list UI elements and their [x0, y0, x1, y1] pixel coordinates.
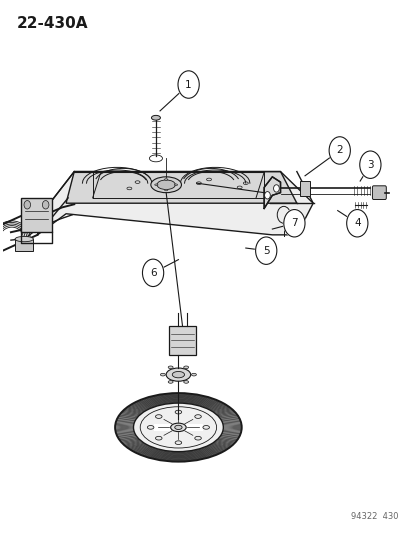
Circle shape: [328, 136, 350, 165]
Ellipse shape: [151, 115, 160, 120]
Ellipse shape: [150, 177, 181, 192]
FancyBboxPatch shape: [21, 198, 52, 232]
Circle shape: [264, 191, 270, 199]
Ellipse shape: [175, 410, 181, 414]
Text: 2: 2: [336, 146, 342, 156]
Polygon shape: [263, 177, 280, 208]
Ellipse shape: [194, 437, 201, 440]
Circle shape: [282, 208, 305, 238]
Ellipse shape: [168, 366, 173, 369]
FancyBboxPatch shape: [169, 326, 195, 355]
Circle shape: [345, 208, 368, 238]
Circle shape: [141, 258, 164, 288]
Ellipse shape: [175, 441, 181, 445]
Circle shape: [177, 70, 199, 99]
Text: 7: 7: [290, 218, 297, 228]
Ellipse shape: [170, 423, 186, 432]
Text: 1: 1: [185, 79, 192, 90]
Polygon shape: [66, 172, 296, 203]
Text: 22-430A: 22-430A: [17, 16, 88, 31]
Ellipse shape: [183, 381, 188, 383]
Text: 6: 6: [150, 268, 156, 278]
Ellipse shape: [164, 189, 167, 191]
FancyBboxPatch shape: [15, 239, 33, 251]
Ellipse shape: [194, 415, 201, 418]
Ellipse shape: [155, 415, 161, 418]
Circle shape: [358, 150, 381, 180]
Ellipse shape: [202, 425, 209, 429]
Circle shape: [24, 200, 31, 209]
Ellipse shape: [15, 237, 33, 241]
Text: 94322  430: 94322 430: [351, 512, 398, 521]
Ellipse shape: [164, 179, 167, 180]
Ellipse shape: [166, 368, 190, 381]
FancyBboxPatch shape: [372, 186, 385, 199]
Text: 5: 5: [262, 246, 269, 256]
Ellipse shape: [191, 373, 196, 376]
Polygon shape: [38, 172, 313, 235]
Circle shape: [254, 236, 277, 265]
Ellipse shape: [157, 180, 175, 190]
Circle shape: [273, 185, 279, 192]
Ellipse shape: [172, 372, 184, 378]
FancyBboxPatch shape: [299, 181, 309, 196]
Ellipse shape: [133, 403, 223, 451]
Ellipse shape: [147, 425, 154, 429]
Ellipse shape: [174, 184, 177, 185]
FancyBboxPatch shape: [154, 424, 202, 431]
Text: 4: 4: [353, 218, 360, 228]
Ellipse shape: [160, 373, 165, 376]
Ellipse shape: [154, 184, 158, 185]
Text: 3: 3: [366, 160, 373, 169]
Ellipse shape: [174, 425, 182, 430]
Ellipse shape: [183, 366, 188, 369]
Circle shape: [42, 200, 49, 209]
Ellipse shape: [168, 381, 173, 383]
Ellipse shape: [155, 437, 161, 440]
